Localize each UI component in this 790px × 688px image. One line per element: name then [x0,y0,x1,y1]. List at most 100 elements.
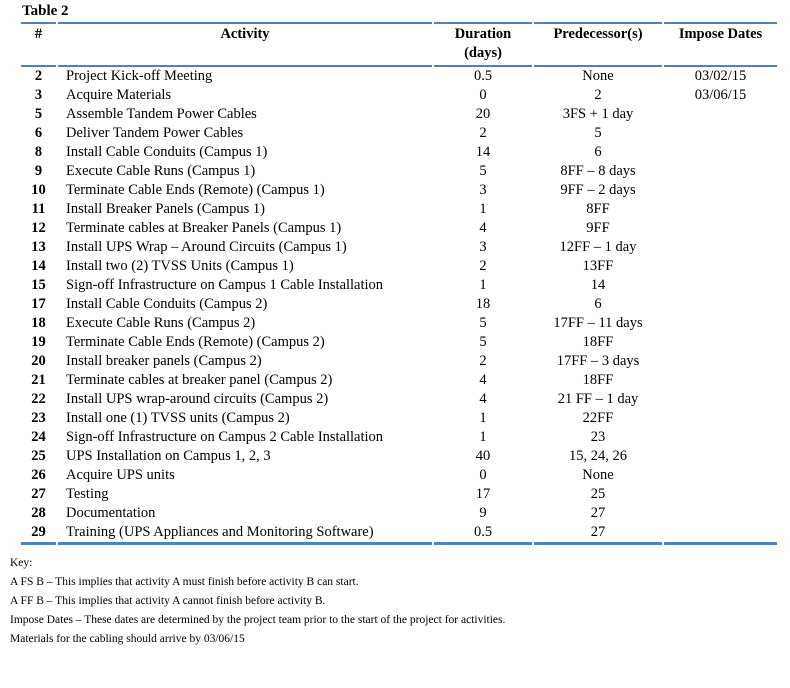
cell-predecessors: 22FF [582,410,614,426]
cell-impose-date [664,295,777,314]
cell-activity-name: Assemble Tandem Power Cables [66,106,257,122]
table-row: 3 Acquire Materials 0 2 03/06/15 [21,86,777,105]
table-row: 15 Sign-off Infrastructure on Campus 1 C… [21,276,777,295]
cell-duration: 3 [479,239,487,255]
cell-activity-name: Install one (1) TVSS units (Campus 2) [66,410,290,426]
table-row: 8 Install Cable Conduits (Campus 1) 14 6 [21,143,777,162]
cell-activity-number: 27 [31,486,46,502]
cell-impose-date [664,428,777,447]
cell-impose-date [664,504,777,523]
cell-impose-date [664,219,777,238]
column-header-number: # [21,22,56,67]
cell-impose-date [664,257,777,276]
cell-duration: 3 [479,182,487,198]
cell-activity-name: Deliver Tandem Power Cables [66,125,244,141]
cell-activity-number: 2 [34,68,43,84]
table-row: 9 Execute Cable Runs (Campus 1) 5 8FF – … [21,162,777,181]
cell-activity-name: Execute Cable Runs (Campus 1) [66,163,256,179]
table-row: 29 Training (UPS Appliances and Monitori… [21,523,777,545]
cell-activity-name: Install Breaker Panels (Campus 1) [66,201,265,217]
cell-activity-number: 12 [31,220,46,236]
cell-duration: 4 [479,391,487,407]
key-notes: A FS B – This implies that activity A mu… [10,573,790,649]
cell-impose-date [664,200,777,219]
cell-activity-number: 23 [31,410,46,426]
cell-impose-date: 03/06/15 [694,87,747,103]
table-header: # Activity Duration (days) Predecessor(s… [21,22,777,67]
document-page: Table 2 # Activity Duration (days) Prede… [0,3,790,688]
table-row: 19 Terminate Cable Ends (Remote) (Campus… [21,333,777,352]
cell-predecessors: 14 [590,277,606,293]
table-row: 23 Install one (1) TVSS units (Campus 2)… [21,409,777,428]
cell-activity-name: Training (UPS Appliances and Monitoring … [58,523,432,545]
table-row: 24 Sign-off Infrastructure on Campus 2 C… [21,428,777,447]
cell-duration: 2 [479,353,487,369]
cell-predecessors: 8FF [586,201,610,217]
key-section: Key: A FS B – This implies that activity… [10,554,790,649]
cell-activity-name: Terminate cables at Breaker Panels (Camp… [66,220,342,236]
column-header-duration: Duration (days) [434,22,532,67]
cell-duration: 5 [479,315,487,331]
cell-impose-date [664,314,777,333]
cell-predecessors: 9FF [586,220,610,236]
column-header-duration-line1: Duration [454,26,512,42]
cell-activity-number: 8 [34,144,43,160]
table-row: 27 Testing 17 25 [21,485,777,504]
cell-activity-name: Install Cable Conduits (Campus 2) [66,296,268,312]
cell-activity-name: Sign-off Infrastructure on Campus 2 Cabl… [66,429,384,445]
cell-impose-date [664,105,777,124]
cell-activity-name: Acquire UPS units [66,467,175,483]
cell-impose-date [664,238,777,257]
column-header-activity: Activity [58,22,432,67]
cell-duration: 4 [479,220,487,236]
cell-activity-number: 10 [31,182,46,198]
column-header-predecessors: Predecessor(s) [534,22,662,67]
cell-activity-name: Terminate Cable Ends (Remote) (Campus 2) [66,334,325,350]
cell-activity-number: 6 [34,125,43,141]
cell-duration: 18 [475,296,491,312]
cell-activity-number: 25 [31,448,46,464]
cell-activity-name: Install breaker panels (Campus 2) [66,353,262,369]
cell-activity-number: 14 [31,258,46,274]
cell-activity-name: Terminate cables at breaker panel (Campu… [66,372,333,388]
table-row: 6 Deliver Tandem Power Cables 2 5 [21,124,777,143]
table-row: 11 Install Breaker Panels (Campus 1) 1 8… [21,200,777,219]
cell-predecessors: None [582,68,614,84]
table-row: 28 Documentation 9 27 [21,504,777,523]
cell-activity-number: 20 [31,353,46,369]
cell-predecessors: 9FF – 2 days [560,182,636,198]
cell-activity-number: 28 [31,505,46,521]
cell-predecessors: 6 [594,144,602,160]
key-note: A FS B – This implies that activity A mu… [10,576,359,588]
cell-impose-date: 03/02/15 [694,68,747,84]
cell-impose-date [664,371,777,390]
key-note: A FF B – This implies that activity A ca… [10,595,326,607]
key-heading: Key: [10,557,33,569]
cell-activity-number: 15 [31,277,46,293]
cell-duration: 0 [479,467,487,483]
cell-activity-number: 11 [31,201,46,217]
cell-predecessors: 27 [590,505,606,521]
cell-duration: 0.5 [434,523,532,545]
cell-predecessors: 18FF [582,372,614,388]
cell-activity-number: 3 [34,87,43,103]
cell-activity-name: Project Kick-off Meeting [66,68,213,84]
cell-activity-number: 29 [21,523,56,545]
table-row: 2 Project Kick-off Meeting 0.5 None 03/0… [21,67,777,86]
table-row: 17 Install Cable Conduits (Campus 2) 18 … [21,295,777,314]
cell-predecessors: 13FF [582,258,614,274]
cell-duration: 9 [479,505,487,521]
cell-activity-name: UPS Installation on Campus 1, 2, 3 [66,448,271,464]
cell-impose-date [664,523,777,545]
cell-impose-date [664,124,777,143]
key-note: Materials for the cabling should arrive … [10,633,245,645]
cell-activity-number: 18 [31,315,46,331]
table-body: 2 Project Kick-off Meeting 0.5 None 03/0… [21,67,777,545]
table-title: Table 2 [22,3,69,19]
table-row: 22 Install UPS wrap-around circuits (Cam… [21,390,777,409]
cell-predecessors: 2 [594,87,602,103]
table-row: 26 Acquire UPS units 0 None [21,466,777,485]
cell-activity-name: Sign-off Infrastructure on Campus 1 Cabl… [66,277,384,293]
cell-activity-number: 21 [31,372,46,388]
cell-predecessors: 17FF – 11 days [553,315,643,331]
